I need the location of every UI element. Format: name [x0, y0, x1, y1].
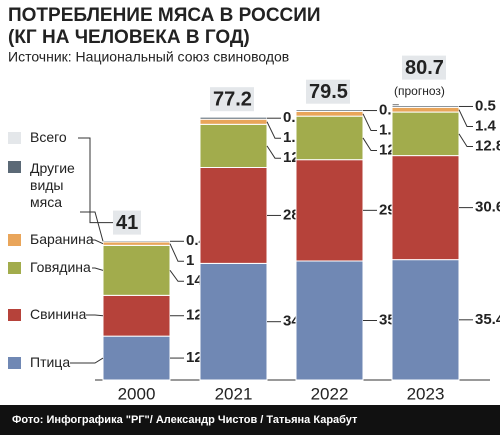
total-label: 77.2	[213, 88, 252, 110]
bar-segment	[199, 123, 268, 168]
leader-line	[458, 109, 473, 127]
leader-line	[169, 243, 184, 262]
bar-segment	[295, 159, 364, 262]
total-box	[113, 210, 141, 235]
total-label: 80.7	[405, 57, 444, 79]
legend-swatch	[8, 132, 21, 144]
value-label: 1	[186, 252, 194, 269]
bar-segment	[102, 335, 171, 381]
footer-band	[0, 405, 500, 435]
value-label: 30.6	[475, 199, 500, 216]
bar-segment	[199, 116, 268, 120]
leader-line	[362, 113, 377, 132]
legend-connector	[86, 314, 104, 317]
legend-connector	[80, 211, 104, 242]
bar-segment	[102, 244, 171, 296]
legend-connector	[92, 267, 104, 271]
bar-segment	[391, 105, 460, 108]
bar-segment	[295, 110, 364, 117]
legend-label: Свинина	[30, 306, 87, 322]
chart-title: ПОТРЕБЛЕНИЕ МЯСА В РОССИИ	[8, 5, 321, 26]
credit: Фото: Инфографика "РГ"/ Александр Чистов…	[12, 414, 358, 426]
chart-subtitle: (КГ НА ЧЕЛОВЕКА В ГОД)	[8, 27, 250, 48]
legend-swatch	[8, 234, 21, 246]
x-tick-label: 2021	[215, 384, 253, 403]
legend-connector	[92, 239, 104, 245]
legend-swatch	[8, 357, 21, 369]
source: Источник: Национальный союз свиноводов	[8, 49, 289, 65]
total-note: (прогноз)	[394, 84, 445, 98]
value-label: 12.8	[475, 137, 500, 154]
bar-segment	[102, 241, 171, 246]
total-box	[210, 87, 254, 112]
legend-swatch	[8, 161, 21, 173]
total-box	[306, 79, 350, 104]
legend-label: Всего	[30, 129, 67, 145]
leader-line	[362, 137, 377, 152]
bar-segment	[295, 260, 364, 381]
legend-swatch	[8, 262, 21, 274]
total-label: 41	[116, 212, 138, 234]
value-label: 1.4	[475, 117, 497, 134]
legend-swatch	[8, 309, 21, 321]
x-tick-label: 2023	[407, 384, 445, 403]
legend-connector	[78, 137, 113, 224]
leader-line	[266, 121, 281, 139]
total-box	[402, 55, 446, 80]
legend-connector	[70, 357, 104, 364]
legend-label: Другие виды мяса	[30, 160, 75, 210]
value-label: 0.5	[475, 97, 496, 114]
value-label: 35.4	[475, 311, 500, 328]
bar-segment	[295, 109, 364, 112]
bar-segment	[391, 155, 460, 261]
bar-segment	[295, 115, 364, 161]
bar-segment	[391, 259, 460, 381]
bar-segment	[199, 118, 268, 125]
bar-segment	[391, 111, 460, 157]
bar-segment	[391, 106, 460, 113]
leader-line	[266, 145, 281, 159]
legend-label: Говядина	[30, 259, 91, 275]
bar-segment	[199, 167, 268, 264]
x-tick-label: 2000	[118, 384, 156, 403]
leader-line	[458, 133, 473, 147]
bar-segment	[199, 262, 268, 381]
value-label: 12	[186, 307, 203, 324]
legend-label: Птица	[30, 354, 71, 370]
x-tick-label: 2022	[311, 384, 349, 403]
total-label: 79.5	[309, 81, 348, 103]
legend-label: Баранина	[30, 231, 94, 247]
bar-segment	[102, 294, 171, 337]
leader-line	[169, 270, 184, 282]
bar-segment	[102, 240, 171, 243]
